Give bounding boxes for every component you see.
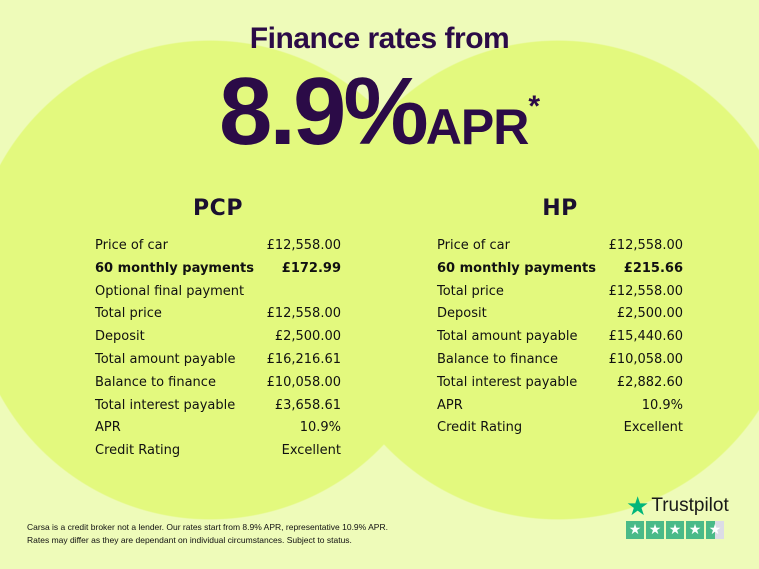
row-value: £12,558.00 [608,283,683,299]
row-value: £16,216.61 [266,351,341,367]
rate-suffix: APR [425,99,530,155]
table-row: Price of car £12,558.00 [437,235,683,258]
row-value: £2,500.00 [274,329,341,345]
row-label: Credit Rating [95,443,181,459]
table-row: 60 monthly payments £215.66 [437,258,683,281]
headline-title: Finance rates from [249,22,510,55]
rate-value: 8.9% [218,58,429,165]
row-label: Total price [95,306,162,322]
row-label: 60 monthly payments [437,260,596,276]
row-value: £2,882.60 [616,374,683,390]
table-row: Optional final payment [95,281,341,304]
table-row: Total interest payable £2,882.60 [437,372,683,395]
table-row: APR 10.9% [95,417,341,440]
row-value: 10.9% [641,397,683,413]
table-row: APR 10.9% [437,395,683,418]
row-label: Total amount payable [437,329,578,345]
rating-star-icon: ★ [646,521,664,539]
row-label: Price of car [95,238,168,253]
row-value: £10,058.00 [608,351,683,367]
trustpilot-name: Trustpilot [651,495,729,516]
row-label: APR [95,420,121,436]
disclaimer-line-2: Rates may differ as they are dependant o… [27,535,352,545]
headline-rate: 8.9%APR* [0,62,759,162]
row-label: Total price [437,283,504,299]
row-label: Optional final payment [95,283,245,299]
star-icon: ★ [626,491,650,521]
row-value: £12,558.00 [266,238,341,253]
row-label: Total interest payable [95,397,236,413]
row-value: Excellent [281,443,341,459]
hp-table: HP Price of car £12,558.00 60 monthly paym… [437,196,683,440]
table-row: Credit Rating Excellent [437,417,683,440]
row-value: 10.9% [299,420,341,436]
row-value: £215.66 [623,260,683,276]
table-row: Total amount payable £15,440.60 [437,326,683,349]
rating-star-icon: ★ [706,521,724,539]
pcp-title: PCP [193,196,243,221]
row-value: £2,500.00 [616,306,683,322]
row-label: 60 monthly payments [95,260,254,276]
rate-asterisk: * [528,90,541,123]
row-label: Total amount payable [95,351,236,367]
row-value: £3,658.61 [274,397,341,413]
row-label: Deposit [95,329,145,345]
rating-star-icon: ★ [626,521,644,539]
table-row: Balance to finance £10,058.00 [95,372,341,395]
rating-star-icon: ★ [666,521,684,539]
table-row: Total interest payable £3,658.61 [95,395,341,418]
trustpilot-badge: ★ Trustpilot ★ ★ ★ ★ ★ [626,491,729,539]
rating-star-icon: ★ [686,521,704,539]
row-label: Balance to finance [95,374,216,390]
table-row: Total amount payable £16,216.61 [95,349,341,372]
disclaimer-line-1: Carsa is a credit broker not a lender. O… [27,522,388,532]
table-row: Deposit £2,500.00 [95,326,341,349]
disclaimer: Carsa is a credit broker not a lender. O… [27,521,388,547]
row-value: £10,058.00 [266,374,341,390]
table-row: Deposit £2,500.00 [437,303,683,326]
row-label: APR [437,397,463,413]
row-value: £12,558.00 [608,238,683,253]
hp-title: HP [542,196,578,221]
row-value: £15,440.60 [608,329,683,345]
table-row: Credit Rating Excellent [95,440,341,463]
row-label: Deposit [437,306,487,322]
row-label: Price of car [437,238,510,253]
row-label: Credit Rating [437,420,523,436]
row-value: £172.99 [281,260,341,276]
table-row: 60 monthly payments £172.99 [95,258,341,281]
trustpilot-rating-stars: ★ ★ ★ ★ ★ [626,521,729,539]
row-label: Balance to finance [437,351,558,367]
row-value: £12,558.00 [266,306,341,322]
pcp-table: PCP Price of car £12,558.00 60 monthly pay… [95,196,341,463]
row-value: Excellent [623,420,683,436]
table-row: Total price £12,558.00 [95,303,341,326]
table-row: Total price £12,558.00 [437,281,683,304]
row-label: Total interest payable [437,374,578,390]
table-row: Balance to finance £10,058.00 [437,349,683,372]
table-row: Price of car £12,558.00 [95,235,341,258]
